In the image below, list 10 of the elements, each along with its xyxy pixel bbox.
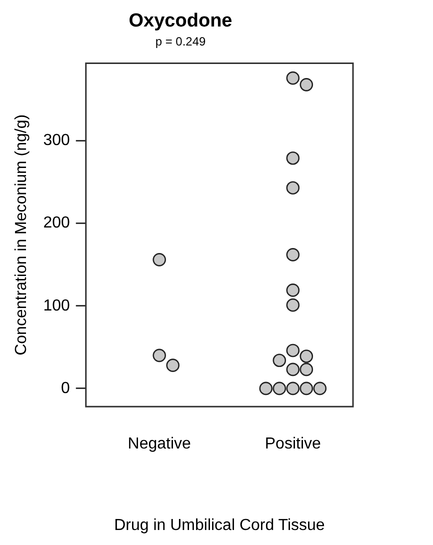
x-axis-title: Drug in Umbilical Cord Tissue xyxy=(114,516,325,534)
y-tick-label: 300 xyxy=(43,132,70,150)
y-tick-label: 200 xyxy=(43,214,70,232)
chart-title: Oxycodone xyxy=(128,10,232,32)
x-tick-label: Positive xyxy=(264,436,322,453)
y-tick-label: 100 xyxy=(43,297,70,314)
chart-subtitle: p = 0.249 xyxy=(155,34,206,48)
y-axis-title: Concentration in Meconium (ng/g) xyxy=(13,114,30,356)
y-tick-label: 0 xyxy=(60,380,70,397)
x-tick-label: Negative xyxy=(128,436,192,453)
